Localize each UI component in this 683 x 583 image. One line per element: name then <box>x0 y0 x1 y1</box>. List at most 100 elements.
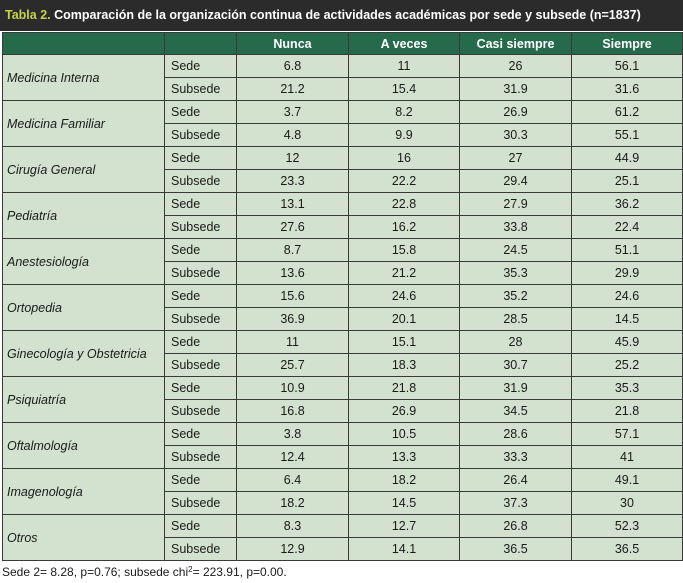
value-cell: 10.9 <box>236 376 349 400</box>
value-cell: 18.2 <box>348 468 460 492</box>
value-cell: 25.2 <box>571 353 683 377</box>
value-cell: 13.1 <box>236 192 349 216</box>
value-cell: 3.7 <box>236 100 349 124</box>
table-row: Psiquiatría Sede 10.9 21.8 31.9 35.3 <box>2 376 683 423</box>
value-cell: 6.8 <box>236 54 349 78</box>
value-cell: 12.9 <box>236 537 349 561</box>
category-cell: Medicina Familiar <box>2 100 165 147</box>
site-cell: Subsede <box>164 261 237 285</box>
value-cell: 21.8 <box>348 376 460 400</box>
site-cell: Sede <box>164 330 237 354</box>
value-cell: 18.2 <box>236 491 349 515</box>
category-cell: Medicina Interna <box>2 54 165 101</box>
table-row: Medicina Familiar Sede 3.7 8.2 26.9 61.2 <box>2 100 683 147</box>
value-cell: 37.3 <box>459 491 572 515</box>
value-cell: 16.8 <box>236 399 349 423</box>
table-row: Otros Sede 8.3 12.7 26.8 52.3 <box>2 514 683 561</box>
category-cell: Pediatría <box>2 192 165 239</box>
table-title: Tabla 2. Comparación de la organización … <box>0 0 683 31</box>
table-row: Cirugía General Sede 12 16 27 44.9 <box>2 146 683 193</box>
value-cell: 33.3 <box>459 445 572 469</box>
site-cell: Sede <box>164 284 237 308</box>
value-cell: 30.7 <box>459 353 572 377</box>
value-cell: 11 <box>348 54 460 78</box>
value-cell: 15.1 <box>348 330 460 354</box>
site-cell: Subsede <box>164 537 237 561</box>
value-cell: 30 <box>571 491 683 515</box>
value-cell: 34.5 <box>459 399 572 423</box>
category-cell: Anestesiología <box>2 238 165 285</box>
site-cell: Sede <box>164 54 237 78</box>
value-cell: 35.3 <box>571 376 683 400</box>
header-blank-cell <box>164 32 237 55</box>
value-cell: 36.9 <box>236 307 349 331</box>
table-row: Subsede 21.2 15.4 31.9 31.6 <box>3 77 683 101</box>
site-cell: Sede <box>164 376 237 400</box>
header-nunca: Nunca <box>236 32 349 55</box>
category-cell: Cirugía General <box>2 146 165 193</box>
value-cell: 12.4 <box>236 445 349 469</box>
value-cell: 52.3 <box>571 514 683 538</box>
site-cell: Sede <box>164 422 237 446</box>
table-row: Ortopedia Sede 15.6 24.6 35.2 24.6 <box>2 284 683 331</box>
category-cell: Psiquiatría <box>2 376 165 423</box>
table-row: Medicina Interna Sede 6.8 11 26 56.1 <box>2 54 683 101</box>
value-cell: 26.4 <box>459 468 572 492</box>
value-cell: 8.2 <box>348 100 460 124</box>
site-cell: Sede <box>164 468 237 492</box>
value-cell: 20.1 <box>348 307 460 331</box>
value-cell: 12 <box>236 146 349 170</box>
value-cell: 35.2 <box>459 284 572 308</box>
category-cell: Otros <box>2 514 165 561</box>
value-cell: 31.9 <box>459 77 572 101</box>
value-cell: 21.2 <box>348 261 460 285</box>
site-cell: Subsede <box>164 491 237 515</box>
value-cell: 30.3 <box>459 123 572 147</box>
value-cell: 22.8 <box>348 192 460 216</box>
table-row: Subsede 27.6 16.2 33.8 22.4 <box>3 215 683 239</box>
value-cell: 8.3 <box>236 514 349 538</box>
value-cell: 44.9 <box>571 146 683 170</box>
value-cell: 25.1 <box>571 169 683 193</box>
value-cell: 27.6 <box>236 215 349 239</box>
table-row: Subsede 4.8 9.9 30.3 55.1 <box>3 123 683 147</box>
value-cell: 56.1 <box>571 54 683 78</box>
value-cell: 4.8 <box>236 123 349 147</box>
value-cell: 36.5 <box>571 537 683 561</box>
site-cell: Subsede <box>164 399 237 423</box>
value-cell: 55.1 <box>571 123 683 147</box>
value-cell: 21.2 <box>236 77 349 101</box>
table-row: Anestesiología Sede 8.7 15.8 24.5 51.1 <box>2 238 683 285</box>
site-cell: Subsede <box>164 123 237 147</box>
value-cell: 27 <box>459 146 572 170</box>
category-cell: Ortopedia <box>2 284 165 331</box>
category-cell: Oftalmología <box>2 422 165 469</box>
value-cell: 28 <box>459 330 572 354</box>
value-cell: 16.2 <box>348 215 460 239</box>
value-cell: 16 <box>348 146 460 170</box>
table-row: Subsede 12.4 13.3 33.3 41 <box>3 445 683 469</box>
table-row: Ginecología y Obstetricia Sede 11 15.1 28 45.… <box>2 330 683 377</box>
table-row: Subsede 23.3 22.2 29.4 25.1 <box>3 169 683 193</box>
value-cell: 24.6 <box>571 284 683 308</box>
site-cell: Subsede <box>164 77 237 101</box>
value-cell: 29.4 <box>459 169 572 193</box>
value-cell: 6.4 <box>236 468 349 492</box>
value-cell: 8.7 <box>236 238 349 262</box>
table-row: Subsede 12.9 14.1 36.5 36.5 <box>3 537 683 561</box>
value-cell: 45.9 <box>571 330 683 354</box>
value-cell: 41 <box>571 445 683 469</box>
value-cell: 15.6 <box>236 284 349 308</box>
value-cell: 26.9 <box>348 399 460 423</box>
value-cell: 31.9 <box>459 376 572 400</box>
site-cell: Subsede <box>164 215 237 239</box>
site-cell: Subsede <box>164 445 237 469</box>
value-cell: 12.7 <box>348 514 460 538</box>
value-cell: 14.5 <box>348 491 460 515</box>
site-cell: Subsede <box>164 169 237 193</box>
header-casi-siempre: Casi siempre <box>459 32 572 55</box>
value-cell: 33.8 <box>459 215 572 239</box>
data-table: Nunca A veces Casi siempre Siempre Medic… <box>2 32 683 561</box>
site-cell: Sede <box>164 238 237 262</box>
